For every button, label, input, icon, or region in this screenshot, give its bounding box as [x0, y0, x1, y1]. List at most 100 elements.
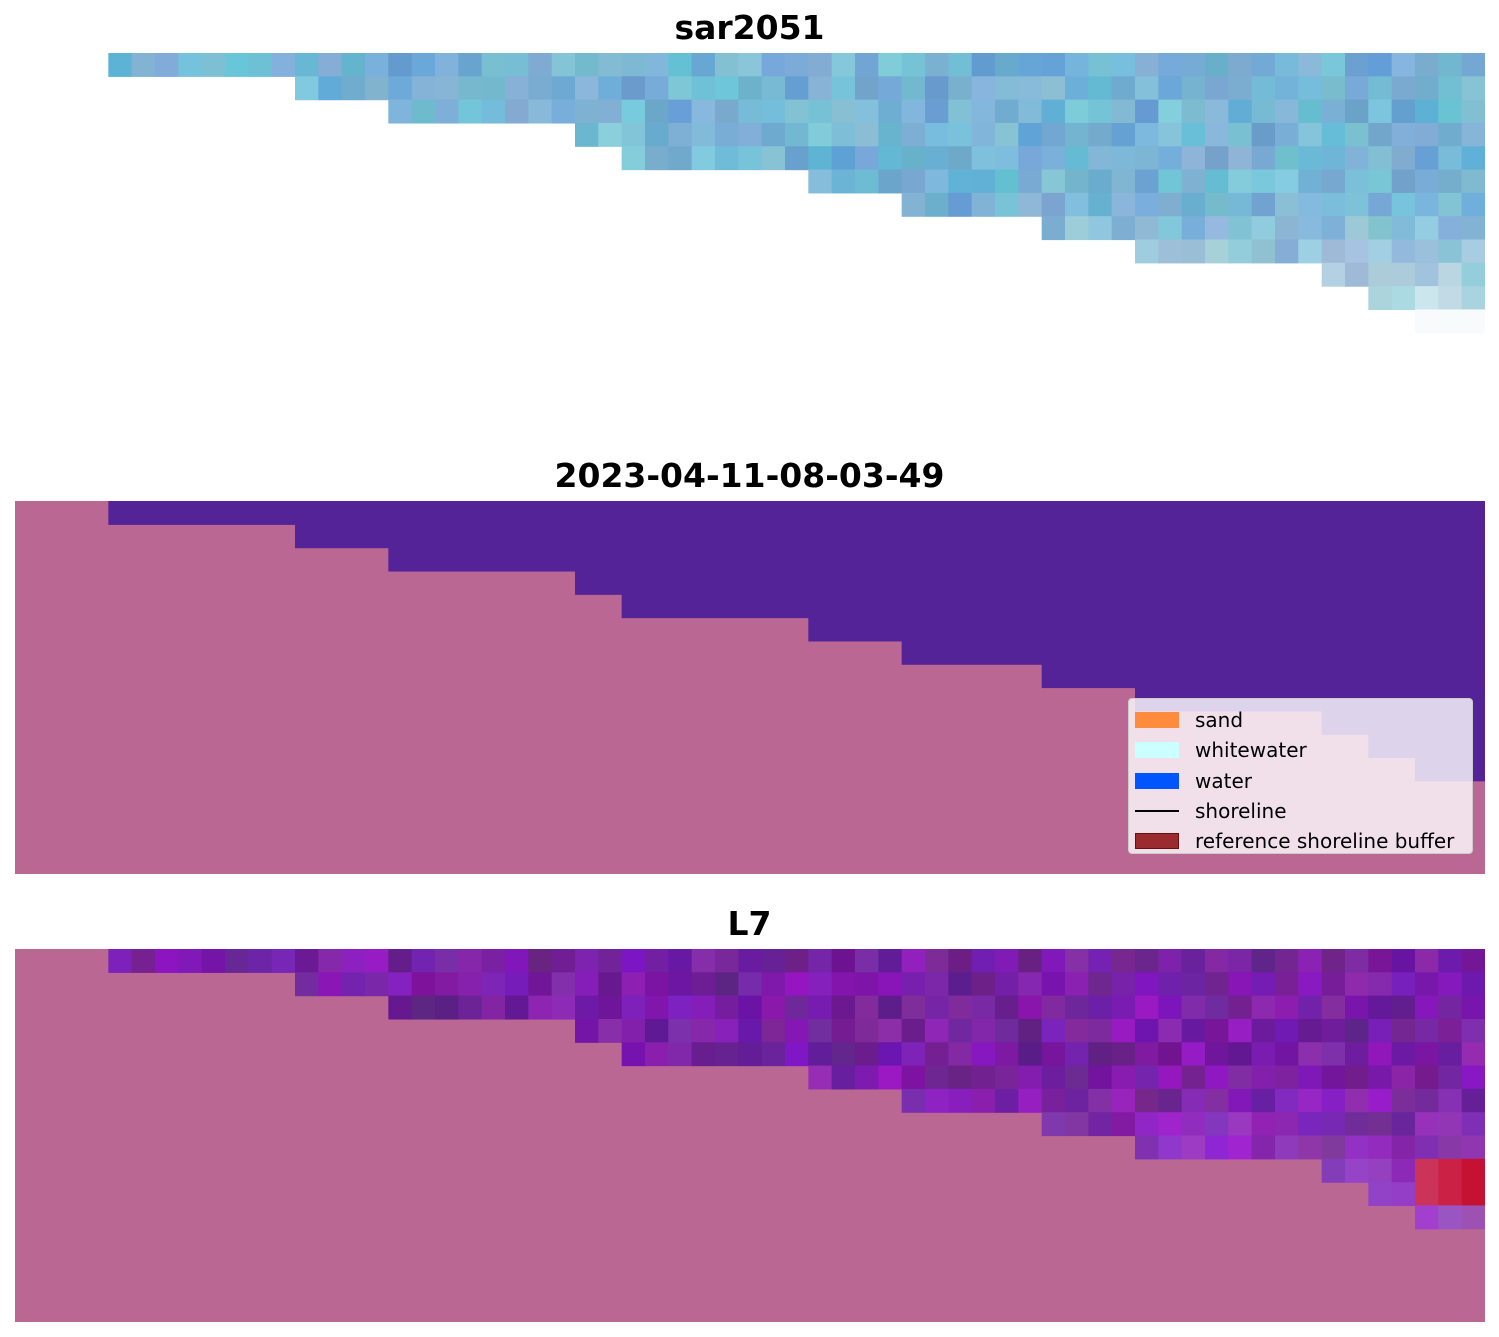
l7-pixel	[971, 995, 996, 1020]
l7-pixel	[1368, 972, 1393, 997]
sar-pixel	[1181, 53, 1206, 77]
sar-pixel	[551, 99, 576, 124]
sar-pixel	[1391, 122, 1416, 147]
sar-pixel	[1111, 53, 1136, 77]
sar-pixel	[1228, 146, 1253, 171]
l7-pixel	[1135, 1135, 1159, 1160]
sar-pixel	[295, 76, 319, 101]
sar-pixel	[808, 146, 833, 171]
l7-pixel	[1275, 1018, 1299, 1043]
l7-pixel	[1438, 995, 1463, 1020]
sar-pixel	[785, 99, 809, 124]
l7-pixel	[1415, 1182, 1439, 1207]
legend-item-reference-buffer: reference shoreline buffer	[1135, 826, 1472, 856]
l7-pixel	[1065, 1088, 1089, 1113]
l7-pixel	[971, 1018, 996, 1043]
l7-pixel	[645, 972, 669, 997]
sar-pixel	[1158, 169, 1183, 194]
l7-pixel	[1181, 1088, 1206, 1113]
l7-pixel	[855, 1065, 879, 1090]
sar-pixel	[738, 99, 763, 124]
sar-pixel	[551, 53, 576, 77]
l7-pixel	[878, 995, 903, 1020]
l7-pixel	[995, 1088, 1019, 1113]
l7-pixel	[645, 1042, 669, 1067]
legend-swatch-sand	[1135, 712, 1179, 729]
sar-pixel	[1461, 309, 1485, 334]
l7-pixel	[948, 949, 973, 973]
l7-pixel	[1205, 1018, 1229, 1043]
l7-pixel	[761, 972, 786, 997]
l7-pixel	[1368, 1112, 1393, 1137]
sar-pixel	[1345, 99, 1369, 124]
l7-pixel	[1415, 1042, 1439, 1067]
l7-pixel	[1018, 1018, 1043, 1043]
l7-pixel	[1158, 1018, 1183, 1043]
l7-pixel	[1111, 972, 1136, 997]
sar-pixel	[1298, 192, 1323, 217]
sar-pixel	[1228, 99, 1253, 124]
l7-pixel	[1275, 1135, 1299, 1160]
sar-pixel	[1345, 53, 1369, 77]
sar-pixel	[878, 169, 903, 194]
sar-pixel	[1391, 262, 1416, 287]
sar-pixel	[1298, 146, 1323, 171]
l7-pixel	[1251, 1112, 1276, 1137]
l7-pixel	[948, 1042, 973, 1067]
sar-pixel	[598, 122, 623, 147]
l7-pixel	[808, 1042, 833, 1067]
sar-pixel	[1205, 146, 1229, 171]
l7-pixel	[925, 972, 949, 997]
l7-pixel	[1461, 949, 1485, 973]
sar-pixel	[1228, 169, 1253, 194]
sar-pixel	[1111, 122, 1136, 147]
l7-pixel	[1228, 1065, 1253, 1090]
sar-pixel	[995, 146, 1019, 171]
l7-pixel	[575, 949, 599, 973]
sar-pixel	[691, 53, 716, 77]
sar-pixel	[1181, 99, 1206, 124]
l7-pixel	[1111, 949, 1136, 973]
sar-pixel	[458, 76, 483, 101]
l7-pixel	[1461, 995, 1485, 1020]
sar-pixel	[1438, 146, 1463, 171]
sar-pixel	[598, 99, 623, 124]
sar-pixel	[1391, 99, 1416, 124]
l7-pixel	[225, 949, 249, 973]
l7-pixel	[831, 1065, 856, 1090]
l7-pixel	[598, 1018, 623, 1043]
sar-pixel	[761, 76, 786, 101]
sar-pixel	[1088, 169, 1113, 194]
l7-pixel	[668, 1042, 693, 1067]
legend-line-shoreline	[1135, 810, 1179, 813]
l7-pixel	[948, 972, 973, 997]
l7-pixel	[715, 995, 739, 1020]
sar-pixel	[785, 122, 809, 147]
l7-pixel	[1391, 1182, 1416, 1207]
l7-pixel	[925, 949, 949, 973]
l7-pixel	[1205, 1112, 1229, 1137]
l7-pixel	[1345, 1112, 1369, 1137]
l7-pixel	[621, 1018, 646, 1043]
sar-pixel	[1345, 169, 1369, 194]
l7-pixel	[1228, 1088, 1253, 1113]
l7-pixel	[948, 1018, 973, 1043]
legend-item-water: water	[1135, 766, 1472, 796]
l7-pixel	[1158, 1135, 1183, 1160]
l7-pixel	[1158, 1042, 1183, 1067]
l7-pixel	[1321, 1088, 1346, 1113]
sar-pixel	[1135, 53, 1159, 77]
sar-pixel	[411, 53, 436, 77]
l7-pixel	[1321, 1042, 1346, 1067]
l7-pixel	[1461, 1205, 1485, 1230]
sar-pixel	[1041, 169, 1066, 194]
sar-pixel	[1298, 239, 1323, 264]
l7-pixel	[1368, 1042, 1393, 1067]
l7-pixel	[1088, 949, 1113, 973]
l7-pixel	[1391, 972, 1416, 997]
l7-pixel	[1391, 1112, 1416, 1137]
l7-pixel	[1298, 995, 1323, 1020]
l7-pixel	[598, 972, 623, 997]
sar-pixel	[575, 53, 599, 77]
sar-pixel	[1041, 122, 1066, 147]
